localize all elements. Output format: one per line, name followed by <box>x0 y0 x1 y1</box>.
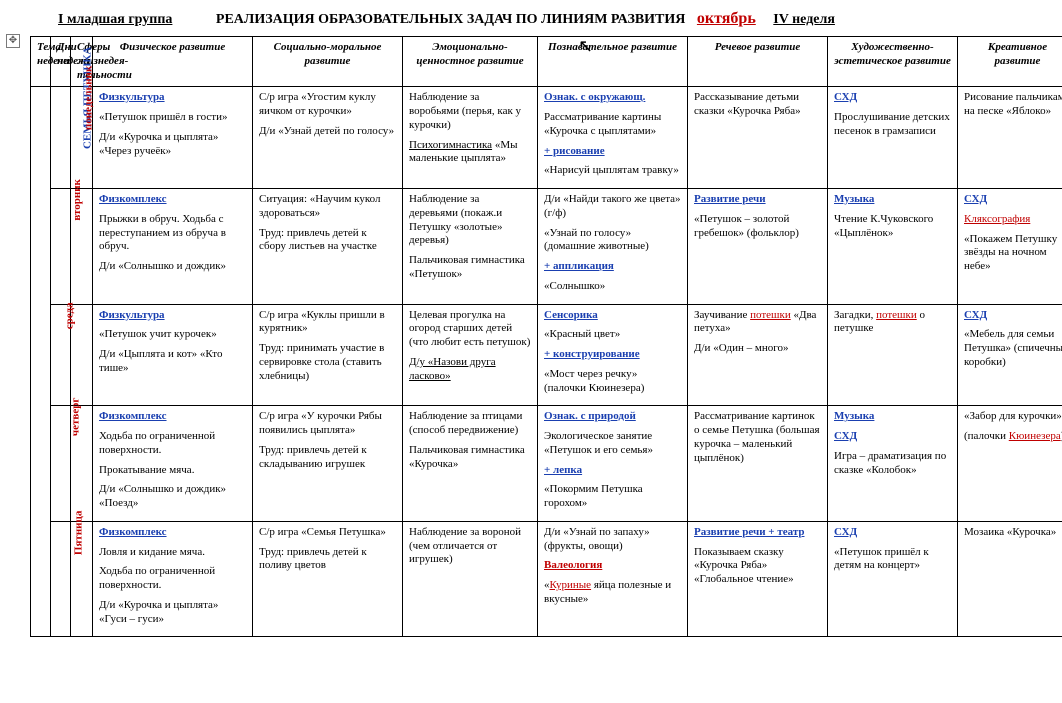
row-thu: четверг Физкомплекс Ходьба по ограниченн… <box>31 406 1062 522</box>
wed-phys: Физкультура «Петушок учит курочек» Д/и «… <box>93 304 253 406</box>
wed-speech: Заучивание потешки «Два петуха» Д/и «Оди… <box>688 304 828 406</box>
mon-art: СХД Прослушивание детских песенок в грам… <box>828 87 958 189</box>
wed-soc: С/р игра «Куклы пришли в курятник» Труд:… <box>253 304 403 406</box>
wed-creat: СХД «Мебель для семьи Петушка» (спичечны… <box>958 304 1062 406</box>
wed-cog: Сенсорика «Красный цвет» + конструирован… <box>538 304 688 406</box>
theme-cell: СЕМЬЯ ПЕТУШКА <box>31 87 51 637</box>
fri-phys: Физкомплекс Ловля и кидание мяча. Ходьба… <box>93 521 253 637</box>
page-heading: I младшая группа РЕАЛИЗАЦИЯ ОБРАЗОВАТЕЛЬ… <box>58 10 1044 28</box>
mon-speech: Рассказывание детьми сказки «Курочка Ряб… <box>688 87 828 189</box>
day-thu: четверг <box>51 406 71 522</box>
thu-soc: С/р игра «У курочки Рябы появились цыпля… <box>253 406 403 522</box>
row-mon: СЕМЬЯ ПЕТУШКА понедельник Физкультура «П… <box>31 87 1062 189</box>
th-c4: Познавательное развитие <box>538 37 688 87</box>
wed-art: Загадки, потешки о петушке <box>828 304 958 406</box>
fri-cog: Д/и «Узнай по запаху» (фрукты, овощи) Ва… <box>538 521 688 637</box>
thu-cog: Ознак. с природой Экологическое занятие … <box>538 406 688 522</box>
document-page: ✥ ↖ I младшая группа РЕАЛИЗАЦИЯ ОБРАЗОВА… <box>0 0 1062 703</box>
day-tue: вторник <box>51 189 71 305</box>
plan-table: Тема недели Дни недели Сферы жизнедея-те… <box>30 36 1062 637</box>
fri-speech: Развитие речи + театр Показываем сказку … <box>688 521 828 637</box>
fri-creat: Мозаика «Курочка» <box>958 521 1062 637</box>
tue-soc: Ситуация: «Научим кукол здороваться» Тру… <box>253 189 403 305</box>
th-c2: Социально-моральное развитие <box>253 37 403 87</box>
title-label: РЕАЛИЗАЦИЯ ОБРАЗОВАТЕЛЬНЫХ ЗАДАЧ ПО ЛИНИ… <box>216 12 686 27</box>
tue-cog: Д/и «Найди такого же цвета» (г/ф) «Узнай… <box>538 189 688 305</box>
row-fri: Пятница Физкомплекс Ловля и кидание мяча… <box>31 521 1062 637</box>
row-wed: среда Физкультура «Петушок учит курочек»… <box>31 304 1062 406</box>
mon-creat: Рисование пальчиками на песке «Яблоко» <box>958 87 1062 189</box>
group-label: I младшая группа <box>58 12 172 27</box>
day-fri: Пятница <box>51 521 71 637</box>
th-c3: Эмоционально-ценностное развитие <box>403 37 538 87</box>
tue-emo: Наблюдение за деревьями (покаж.и Петушку… <box>403 189 538 305</box>
wed-emo: Целевая прогулка на огород старших детей… <box>403 304 538 406</box>
day-wed: среда <box>51 304 71 406</box>
header-row: Тема недели Дни недели Сферы жизнедея-те… <box>31 37 1062 87</box>
tue-speech: Развитие речи «Петушок – золотой гребешо… <box>688 189 828 305</box>
tue-creat: СХД Кляксография «Покажем Петушку звёзды… <box>958 189 1062 305</box>
thu-speech: Рассматривание картинок о семье Петушка … <box>688 406 828 522</box>
table-anchor-icon: ✥ <box>6 34 20 48</box>
thu-phys: Физкомплекс Ходьба по ограниченной повер… <box>93 406 253 522</box>
thu-art: Музыка СХД Игра – драматизация по сказке… <box>828 406 958 522</box>
th-c6: Художественно-эстетическое развитие <box>828 37 958 87</box>
month-label: октябрь <box>697 10 756 27</box>
mon-soc: С/р игра «Угостим куклу яичком от курочк… <box>253 87 403 189</box>
tue-phys: Физкомплекс Прыжки в обруч. Ходьба с пер… <box>93 189 253 305</box>
mon-phys: Физкультура «Петушок пришёл в гости» Д/и… <box>93 87 253 189</box>
tue-art: Музыка Чтение К.Чуковского «Цыплёнок» <box>828 189 958 305</box>
thu-creat: «Забор для курочки» (палочки Кюинезера) <box>958 406 1062 522</box>
mon-emo: Наблюдение за воробьями (перья, как у ку… <box>403 87 538 189</box>
week-label: IV неделя <box>773 12 835 27</box>
row-tue: вторник Физкомплекс Прыжки в обруч. Ходь… <box>31 189 1062 305</box>
th-c7: Креативное развитие <box>958 37 1062 87</box>
mon-cog: Ознак. с окружающ. Рассматривание картин… <box>538 87 688 189</box>
fri-art: СХД «Петушок пришёл к детям на концерт» <box>828 521 958 637</box>
th-c5: Речевое развитие <box>688 37 828 87</box>
thu-emo: Наблюдение за птицами (способ передвижен… <box>403 406 538 522</box>
fri-soc: С/р игра «Семья Петушка» Труд: привлечь … <box>253 521 403 637</box>
fri-emo: Наблюдение за вороной (чем отличается от… <box>403 521 538 637</box>
